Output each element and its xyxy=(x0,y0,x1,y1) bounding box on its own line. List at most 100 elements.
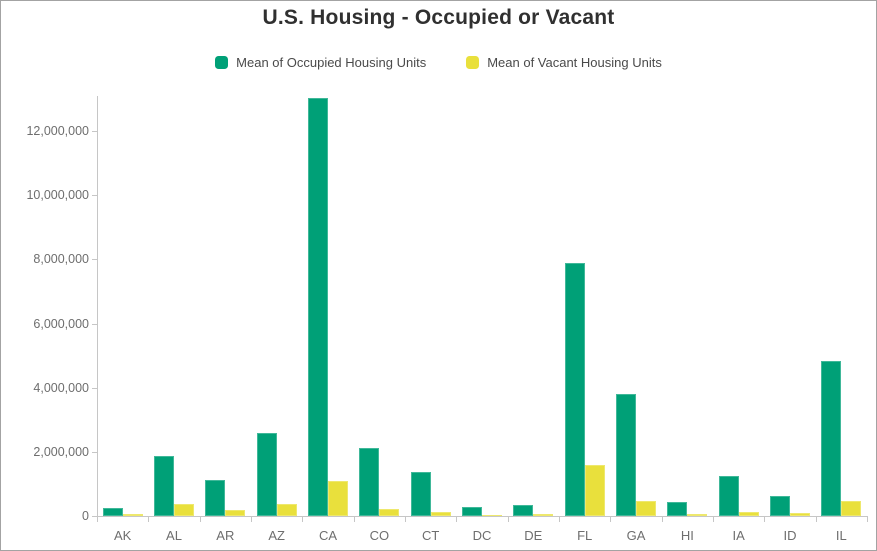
x-tick-label-ia: IA xyxy=(732,528,745,543)
legend-item-vacant[interactable]: Mean of Vacant Housing Units xyxy=(466,55,662,70)
legend-label-vacant: Mean of Vacant Housing Units xyxy=(487,55,662,70)
category-band-co xyxy=(354,97,405,516)
legend-swatch-occupied-icon xyxy=(215,56,229,69)
bar-vacant-co[interactable] xyxy=(379,509,400,516)
bar-vacant-ia[interactable] xyxy=(738,511,759,516)
x-tick-mark-4 xyxy=(302,517,304,522)
bar-occupied-ga[interactable] xyxy=(615,394,636,516)
y-axis-line xyxy=(97,96,98,516)
bar-occupied-id[interactable] xyxy=(769,496,790,516)
y-tick-mark-6000000 xyxy=(92,323,97,325)
category-band-de xyxy=(508,97,559,516)
y-tick-mark-10000000 xyxy=(92,195,97,197)
x-tick-mark-6 xyxy=(405,517,406,522)
bar-vacant-al[interactable] xyxy=(173,504,194,516)
bar-occupied-ar[interactable] xyxy=(205,479,226,516)
bar-occupied-al[interactable] xyxy=(153,456,174,516)
y-tick-mark-4000000 xyxy=(92,387,97,389)
bar-occupied-ia[interactable] xyxy=(718,475,739,516)
bar-occupied-ak[interactable] xyxy=(102,508,123,516)
bar-vacant-il[interactable] xyxy=(841,500,862,516)
y-tick-mark-0 xyxy=(92,516,97,517)
category-band-dc xyxy=(456,97,507,516)
chart-title: U.S. Housing - Occupied or Vacant xyxy=(262,6,615,29)
x-tick-label-hi: HI xyxy=(680,528,694,543)
y-tick-label-10000000: 10,000,000 xyxy=(26,188,89,203)
bar-vacant-az[interactable] xyxy=(276,504,297,516)
x-tick-mark-3 xyxy=(251,517,252,522)
x-tick-mark-5 xyxy=(353,517,355,522)
x-tick-label-id: ID xyxy=(783,528,797,543)
bar-vacant-hi[interactable] xyxy=(687,513,708,516)
category-band-hi xyxy=(662,97,713,516)
x-tick-mark-12 xyxy=(713,517,714,522)
x-tick-label-al: AL xyxy=(166,528,182,543)
category-band-ca xyxy=(302,97,353,516)
bar-occupied-dc[interactable] xyxy=(461,507,482,516)
x-tick-mark-14 xyxy=(815,517,817,522)
category-band-ar xyxy=(200,97,251,516)
y-tick-mark-12000000 xyxy=(92,131,97,132)
bar-vacant-ct[interactable] xyxy=(430,511,451,516)
x-tick-mark-15 xyxy=(867,517,868,522)
legend-label-occupied: Mean of Occupied Housing Units xyxy=(236,55,427,70)
x-tick-mark-9 xyxy=(559,517,560,522)
x-tick-mark-11 xyxy=(661,517,663,522)
category-band-ga xyxy=(610,97,661,516)
x-tick-mark-2 xyxy=(199,517,201,522)
category-band-id xyxy=(764,97,815,516)
x-tick-mark-10 xyxy=(610,517,612,522)
y-tick-label-0: 0 xyxy=(82,509,89,523)
bar-vacant-ga[interactable] xyxy=(635,500,656,516)
x-tick-label-ga: GA xyxy=(626,528,646,543)
bar-vacant-id[interactable] xyxy=(789,513,810,516)
category-band-il xyxy=(816,97,867,516)
bar-vacant-ak[interactable] xyxy=(122,514,143,516)
legend-item-occupied[interactable]: Mean of Occupied Housing Units xyxy=(215,55,426,70)
y-tick-label-6000000: 6,000,000 xyxy=(33,316,89,331)
y-tick-label-8000000: 8,000,000 xyxy=(33,252,89,267)
x-tick-mark-13 xyxy=(764,517,766,522)
legend: Mean of Occupied Housing Units Mean of V… xyxy=(1,55,876,70)
x-tick-label-de: DE xyxy=(524,528,543,543)
category-band-az xyxy=(251,97,302,516)
x-tick-label-ca: CA xyxy=(318,528,338,543)
legend-swatch-vacant-icon xyxy=(466,56,480,69)
x-tick-mark-1 xyxy=(148,517,150,522)
x-tick-label-fl: FL xyxy=(577,528,593,543)
category-band-ia xyxy=(713,97,764,516)
x-tick-label-co: CO xyxy=(369,528,390,543)
x-tick-label-dc: DC xyxy=(472,528,492,543)
category-band-fl xyxy=(559,97,610,516)
y-tick-label-2000000: 2,000,000 xyxy=(33,444,89,459)
bar-occupied-ca[interactable] xyxy=(307,98,328,516)
x-tick-mark-7 xyxy=(456,517,458,522)
bar-occupied-ct[interactable] xyxy=(410,472,431,516)
bar-vacant-dc[interactable] xyxy=(481,515,502,516)
bar-occupied-de[interactable] xyxy=(513,504,534,516)
x-tick-mark-8 xyxy=(507,517,509,522)
bar-occupied-az[interactable] xyxy=(256,432,277,516)
y-tick-mark-8000000 xyxy=(92,259,97,261)
category-band-ct xyxy=(405,97,456,516)
bar-occupied-il[interactable] xyxy=(821,360,842,516)
bar-occupied-hi[interactable] xyxy=(667,501,688,516)
x-tick-mark-0 xyxy=(97,517,98,522)
bar-occupied-fl[interactable] xyxy=(564,262,585,516)
bar-vacant-ca[interactable] xyxy=(327,481,348,516)
bar-vacant-fl[interactable] xyxy=(584,464,605,516)
category-band-al xyxy=(148,97,199,516)
x-tick-label-az: AZ xyxy=(268,528,285,543)
category-band-ak xyxy=(97,97,148,516)
x-tick-label-il: IL xyxy=(835,528,847,543)
y-tick-label-4000000: 4,000,000 xyxy=(33,380,89,395)
bar-vacant-ar[interactable] xyxy=(225,510,246,516)
bar-vacant-de[interactable] xyxy=(533,514,554,516)
x-axis-line xyxy=(97,516,868,517)
x-tick-label-ar: AR xyxy=(216,528,235,543)
y-tick-label-12000000: 12,000,000 xyxy=(26,124,89,138)
bar-occupied-co[interactable] xyxy=(359,448,380,516)
y-tick-mark-2000000 xyxy=(92,451,97,453)
x-tick-label-ct: CT xyxy=(421,528,440,543)
